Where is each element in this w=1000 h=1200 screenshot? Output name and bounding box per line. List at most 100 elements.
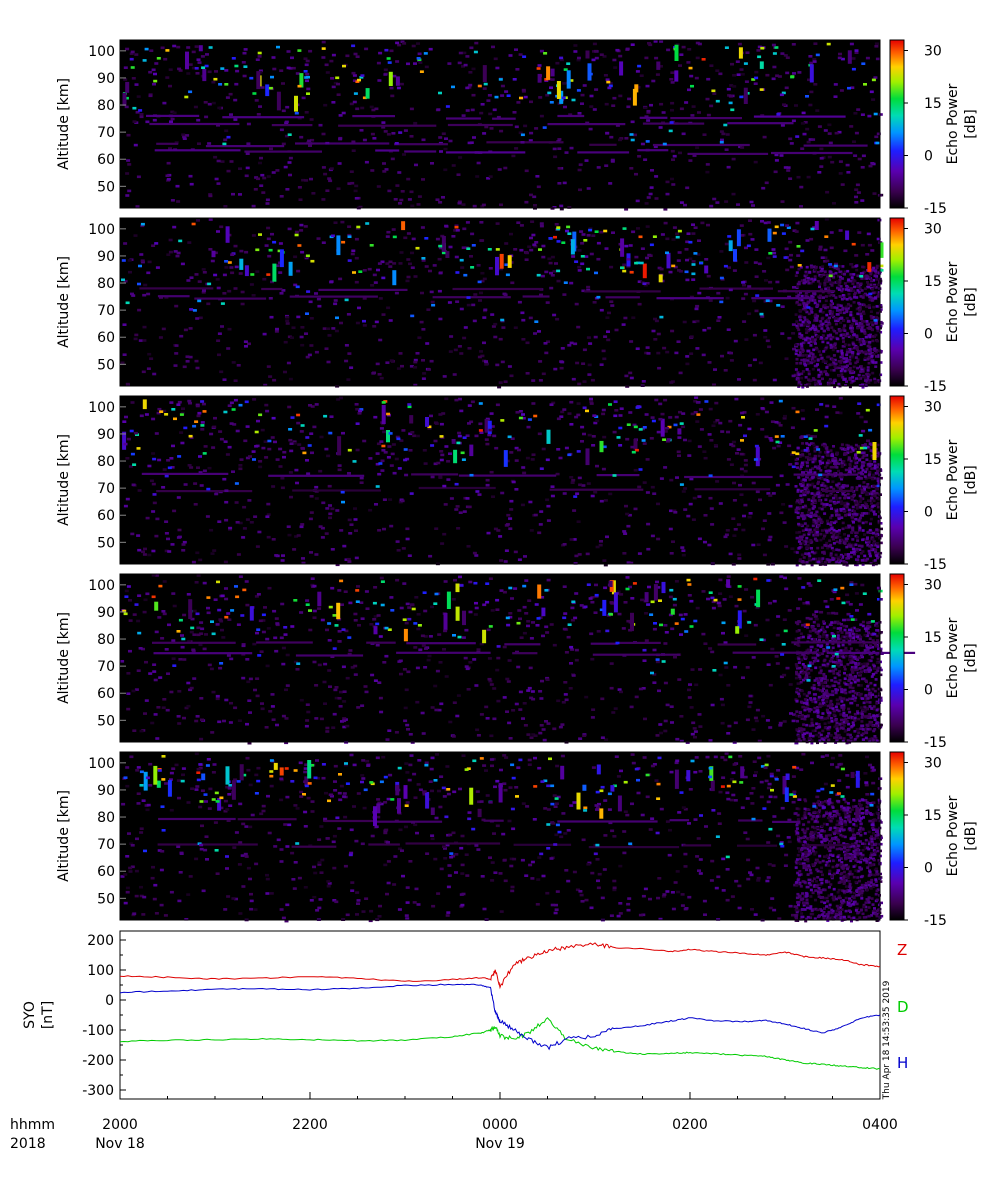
noise-cell: [691, 260, 696, 263]
noise-cell: [604, 102, 609, 106]
noise-cell: [146, 271, 151, 275]
noise-cell: [181, 549, 186, 552]
noise-cell: [312, 425, 317, 429]
noise-cell: [806, 323, 810, 326]
noise-cell: [247, 342, 251, 346]
noise-cell: [865, 468, 869, 471]
noise-cell: [242, 527, 247, 530]
noise-cell: [843, 561, 847, 565]
noise-cell: [355, 408, 360, 411]
noise-cell: [860, 514, 865, 517]
echo-cell: [672, 226, 677, 229]
echo-cell: [288, 261, 293, 276]
noise-cell: [213, 155, 218, 159]
noise-cell: [405, 537, 410, 541]
echo-cell: [153, 79, 158, 83]
noise-cell: [817, 373, 821, 377]
noise-cell: [479, 291, 483, 295]
noise-cell: [130, 532, 135, 536]
noise-cell: [619, 407, 624, 410]
noise-cell: [763, 300, 768, 303]
noise-cell: [603, 499, 608, 502]
noise-cell: [556, 279, 561, 283]
colorbar-tick-label: 15: [924, 452, 942, 468]
noise-cell: [535, 175, 540, 178]
echo-cell: [454, 482, 459, 486]
echo-cell: [153, 72, 157, 76]
noise-cell: [262, 277, 267, 281]
echo-cell: [553, 235, 557, 239]
noise-cell: [837, 328, 841, 331]
noise-cell: [678, 371, 683, 375]
echo-cell: [356, 225, 361, 229]
noise-cell: [796, 371, 800, 374]
noise-cell: [804, 468, 808, 472]
noise-cell: [801, 453, 805, 456]
noise-cell: [808, 483, 812, 487]
echo-cell: [803, 448, 808, 452]
noise-cell: [716, 319, 721, 322]
noise-cell: [816, 527, 819, 530]
layer-segment: [639, 116, 668, 119]
noise-cell: [879, 476, 883, 480]
noise-cell: [867, 276, 871, 279]
noise-cell: [589, 252, 594, 256]
echo-cell: [732, 269, 737, 272]
echo-cell: [801, 111, 806, 115]
noise-cell: [854, 501, 858, 505]
noise-cell: [172, 44, 177, 48]
noise-cell: [846, 513, 850, 516]
noise-cell: [307, 353, 312, 357]
noise-cell: [807, 531, 811, 534]
noise-cell: [799, 465, 803, 468]
noise-cell: [244, 174, 249, 178]
heatmap-background: [120, 396, 880, 564]
noise-cell: [840, 475, 844, 479]
noise-cell: [396, 549, 401, 552]
noise-cell: [848, 369, 852, 373]
noise-cell: [862, 351, 866, 354]
noise-cell: [770, 420, 775, 423]
noise-cell: [837, 469, 840, 473]
noise-cell: [849, 381, 853, 384]
noise-cell: [354, 256, 359, 260]
noise-cell: [120, 361, 125, 365]
echo-layer: [141, 472, 859, 479]
noise-cell: [855, 264, 859, 267]
noise-cell: [849, 555, 853, 559]
noise-cell: [754, 719, 759, 723]
noise-cell: [288, 173, 292, 177]
noise-cell: [817, 495, 821, 499]
noise-cell: [802, 541, 806, 545]
echo-cell: [288, 428, 293, 431]
noise-cell: [819, 559, 823, 563]
noise-cell: [844, 334, 849, 338]
noise-cell: [790, 547, 795, 550]
noise-cell: [694, 396, 699, 399]
noise-cell: [757, 262, 762, 266]
noise-cell: [849, 304, 853, 308]
noise-cell: [820, 457, 824, 461]
noise-cell: [382, 527, 386, 531]
noise-cell: [662, 346, 667, 350]
noise-cell: [224, 518, 229, 522]
noise-cell: [380, 469, 385, 472]
noise-cell: [615, 124, 620, 127]
noise-cell: [819, 320, 823, 323]
noise-cell: [567, 412, 572, 415]
echo-cell: [573, 495, 578, 498]
noise-cell: [671, 183, 676, 186]
noise-cell: [805, 368, 809, 371]
noise-cell: [647, 42, 651, 45]
noise-cell: [599, 499, 604, 503]
noise-cell: [253, 188, 258, 191]
echo-cell: [570, 239, 575, 255]
noise-cell: [576, 58, 581, 62]
noise-cell: [825, 280, 829, 283]
noise-cell: [368, 508, 373, 512]
noise-cell: [443, 503, 448, 506]
noise-cell: [462, 227, 467, 231]
noise-cell: [868, 528, 872, 532]
noise-cell: [539, 224, 544, 228]
